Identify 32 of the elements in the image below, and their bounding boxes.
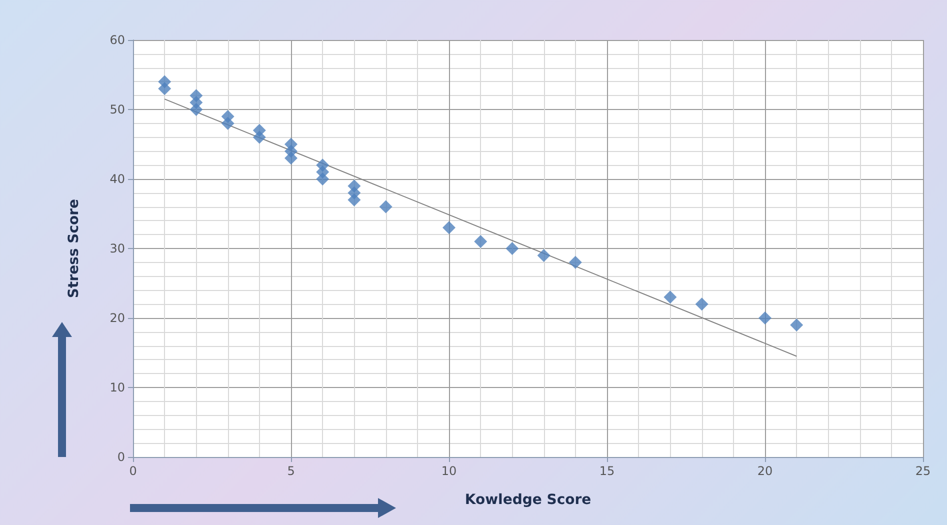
- point: [316, 172, 330, 186]
- point: [284, 152, 298, 165]
- point: [474, 235, 488, 248]
- y-tick-label: 20: [110, 311, 125, 325]
- point: [695, 298, 708, 311]
- y-axis-title: Stress Score: [66, 198, 82, 298]
- point: [442, 221, 456, 234]
- x-tick-label: 0: [129, 464, 137, 478]
- x-tick-label: 25: [915, 464, 931, 478]
- point: [664, 290, 677, 304]
- y-tick-label: 0: [117, 450, 125, 464]
- x-tick-label: 20: [757, 464, 773, 478]
- x-tick-label: 10: [441, 464, 457, 478]
- point: [537, 248, 550, 262]
- point: [568, 256, 582, 269]
- y-tick-label: 10: [110, 380, 125, 394]
- y-tick-label: 30: [110, 242, 125, 256]
- y-tick-label: 40: [110, 172, 125, 186]
- x-tick-label: 5: [287, 464, 295, 478]
- point: [158, 82, 172, 96]
- point: [190, 103, 203, 116]
- x-tick-label: 15: [599, 464, 615, 478]
- point: [379, 200, 392, 214]
- point: [506, 242, 519, 255]
- y-tick-label: 50: [110, 102, 125, 116]
- x-axis-title: Kowledge Score: [464, 492, 592, 508]
- point: [348, 193, 361, 206]
- point: [790, 318, 804, 332]
- point: [758, 312, 772, 324]
- point: [252, 130, 266, 144]
- point: [221, 116, 234, 130]
- y-tick-label: 60: [110, 33, 125, 47]
